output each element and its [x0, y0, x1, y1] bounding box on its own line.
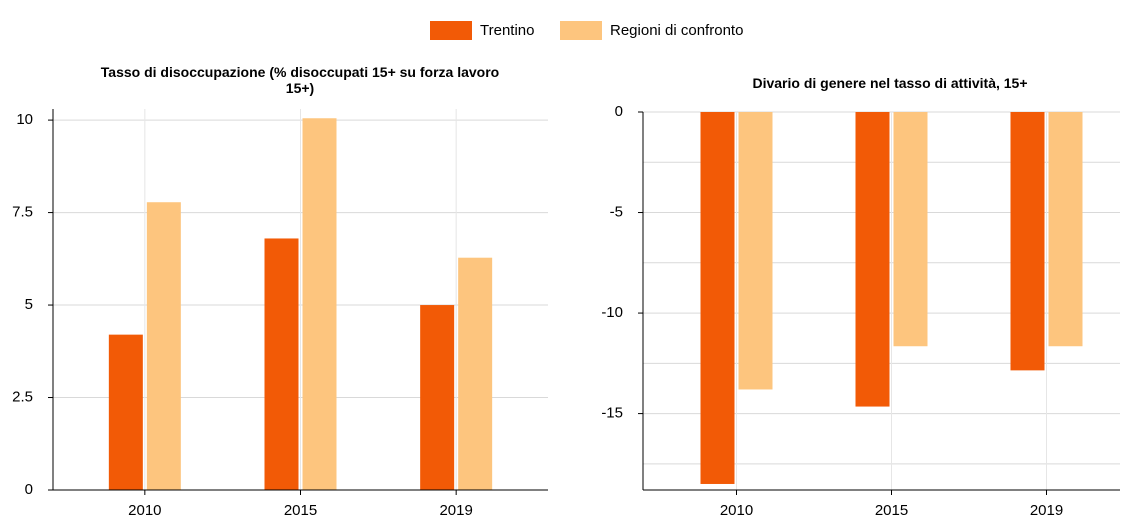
x-tick-label: 2010 [128, 502, 161, 519]
x-tick-label: 2019 [1030, 502, 1063, 519]
bar [458, 257, 493, 490]
legend-label: Regioni di confronto [610, 22, 743, 39]
bar [264, 238, 299, 490]
y-tick-label: 0 [25, 481, 33, 498]
y-tick-label: 10 [16, 111, 33, 128]
legend-swatch [560, 21, 602, 40]
y-tick-label: -15 [601, 405, 623, 422]
bar [146, 202, 181, 491]
bar [302, 118, 337, 491]
x-tick-label: 2015 [875, 502, 908, 519]
y-tick-label: 0 [615, 103, 623, 120]
bar [420, 305, 455, 490]
y-tick-label: 5 [25, 296, 33, 313]
chart-title: Tasso di disoccupazione (% disoccupati 1… [100, 64, 500, 96]
bar [108, 334, 143, 490]
bar [1048, 112, 1083, 347]
x-tick-label: 2019 [439, 502, 472, 519]
chart-title: Divario di genere nel tasso di attività,… [752, 75, 1028, 91]
x-tick-label: 2010 [720, 502, 753, 519]
bar [855, 112, 890, 407]
legend-swatch [430, 21, 472, 40]
bar [893, 112, 928, 347]
bar [700, 112, 735, 484]
y-tick-label: 2.5 [12, 388, 33, 405]
y-tick-label: -10 [601, 304, 623, 321]
y-tick-label: 7.5 [12, 204, 33, 221]
x-tick-label: 2015 [284, 502, 317, 519]
y-tick-label: -5 [610, 204, 623, 221]
bar [1010, 112, 1045, 371]
legend-label: Trentino [480, 22, 534, 39]
bar [738, 112, 773, 390]
